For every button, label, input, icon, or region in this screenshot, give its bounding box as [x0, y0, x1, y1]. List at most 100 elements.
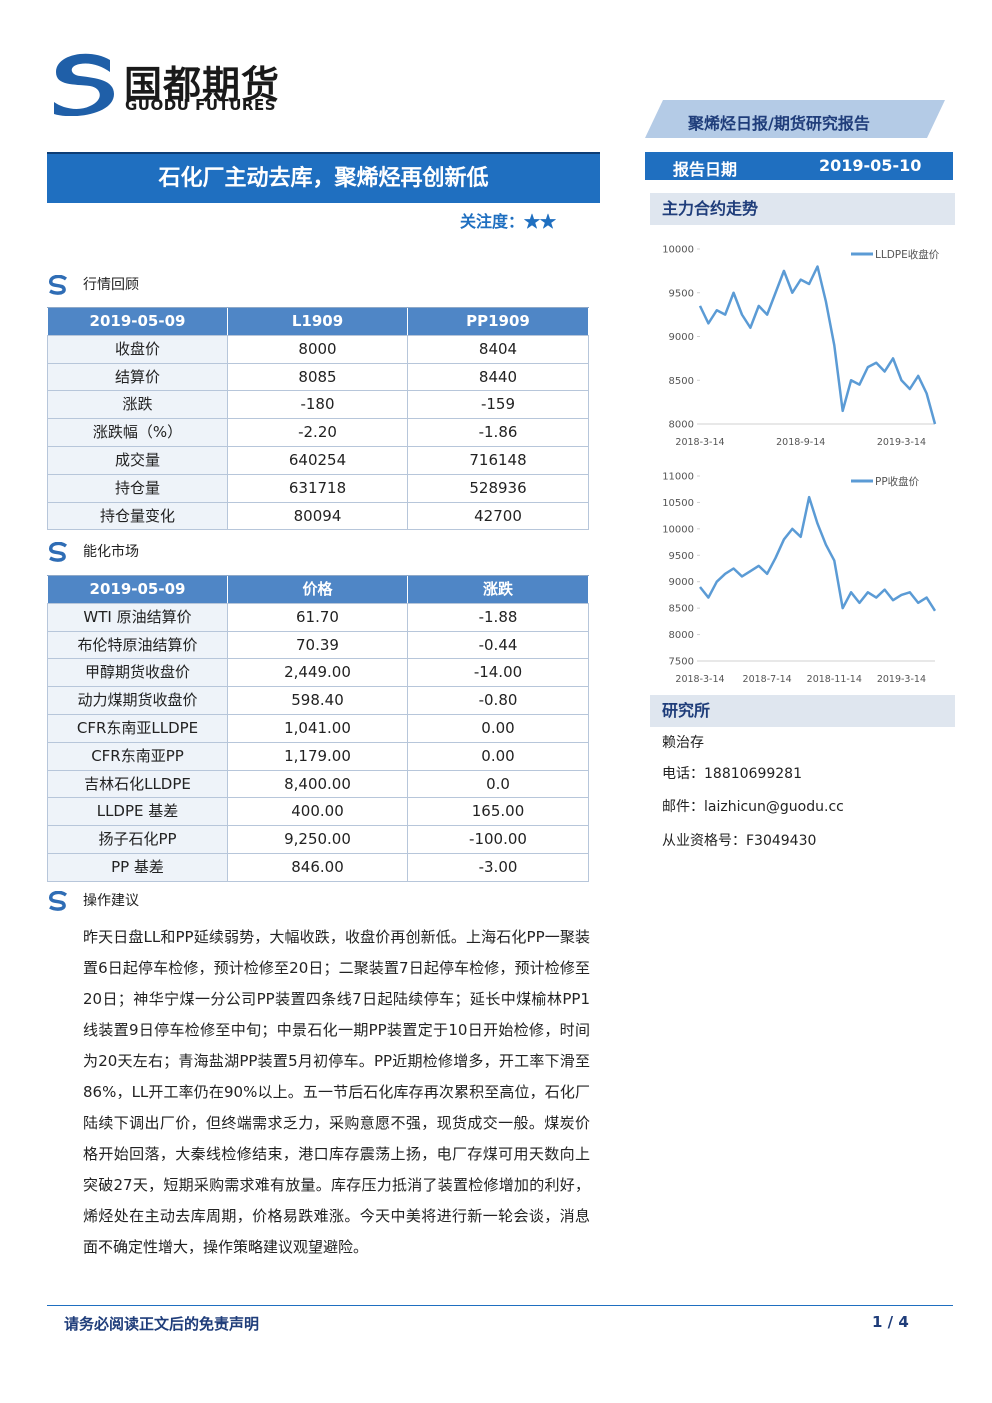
- email: 邮件：laizhicun@guodu.cc: [662, 799, 844, 815]
- table-row: PP 基差 846.00 -3.00: [47, 853, 589, 882]
- footer-rule: [47, 1305, 953, 1306]
- section-title: 能化市场: [83, 544, 139, 560]
- page-number: 1 / 4: [872, 1313, 909, 1331]
- price-line: [699, 495, 937, 612]
- y-tick-label: 9000: [669, 577, 694, 588]
- table-row: 涨跌 -180 -159: [47, 391, 589, 420]
- y-tick-label: 7500: [669, 657, 694, 668]
- table-row: LLDPE 基差 400.00 165.00: [47, 798, 589, 827]
- table-row: 布伦特原油结算价 70.39 -0.44: [47, 631, 589, 660]
- header-cell: 涨跌: [408, 576, 589, 603]
- table-cell: 甲醇期货收盘价: [47, 659, 228, 687]
- table-cell: 动力煤期货收盘价: [47, 687, 228, 714]
- market-table: 2019-05-09 L1909 PP1909 收盘价 8000 8404 结算价 8085 8…: [47, 307, 589, 531]
- header-cell: 2019-05-09: [47, 576, 228, 603]
- table-row: CFR东南亚PP 1,179.00 0.00: [47, 742, 589, 771]
- y-tick-label: 8500: [669, 604, 694, 615]
- table-header: 2019-05-09 价格 涨跌: [47, 576, 589, 604]
- table-cell: 0.00: [408, 742, 589, 770]
- table-cell: -159: [408, 391, 589, 419]
- table-cell: 扬子石化PP: [47, 826, 228, 853]
- y-tick-label: 8000: [669, 630, 694, 641]
- section-icon: [49, 274, 68, 295]
- section-heading: 操作建议: [47, 890, 139, 911]
- table-row: 持仓量变化 80094 42700: [47, 502, 589, 531]
- table-cell: -3.00: [408, 853, 589, 881]
- table-cell: 1,041.00: [228, 714, 408, 742]
- header-cell: L1909: [228, 308, 408, 335]
- table-row: 吉林石化LLDPE 8,400.00 0.0: [47, 770, 589, 799]
- table-cell: 8,400.00: [228, 770, 408, 798]
- table-cell: 61.70: [228, 603, 408, 631]
- logo-text: 国都期货: [124, 62, 281, 107]
- table-cell: 吉林石化LLDPE: [47, 770, 228, 798]
- x-tick-label: 2018-7-14: [743, 674, 792, 685]
- table-cell: 42700: [408, 502, 589, 530]
- y-tick-label: 9000: [669, 332, 694, 343]
- y-tick-label: 8000: [669, 420, 694, 431]
- table-row: 成交量 640254 716148: [47, 446, 589, 475]
- table-row: 结算价 8085 8440: [47, 363, 589, 392]
- header-cell: PP1909: [408, 308, 589, 335]
- table-cell: 1,179.00: [228, 742, 408, 770]
- report-type-banner: [645, 100, 945, 138]
- table-cell: 70.39: [228, 631, 408, 659]
- institute-heading: 研究所: [650, 695, 955, 727]
- section-icon: [49, 890, 68, 911]
- table-cell: 80094: [228, 502, 408, 530]
- table-cell: 846.00: [228, 853, 408, 881]
- table-cell: 8000: [228, 335, 408, 363]
- table-cell: 165.00: [408, 798, 589, 826]
- report-type: 聚烯烃日报/期货研究报告: [688, 114, 870, 133]
- energy-table: 2019-05-09 价格 涨跌 WTI 原油结算价 61.70 -1.88 布伦特原油结算…: [47, 575, 589, 882]
- x-tick-label: 2018-3-14: [675, 674, 724, 685]
- table-cell: LLDPE 基差: [47, 798, 228, 826]
- logo-subtext: GUODU FUTURES: [125, 96, 277, 114]
- table-cell: 9,250.00: [228, 826, 408, 853]
- chart: 7500 8000 8500 9000 9500 10000 10500 11000 2018-…: [662, 472, 937, 685]
- section-heading: 行情回顾: [47, 274, 139, 295]
- table-row: 甲醇期货收盘价 2,449.00 -14.00: [47, 659, 589, 688]
- section-title: 行情回顾: [83, 277, 139, 293]
- x-tick-label: 2018-11-14: [807, 674, 862, 685]
- table-cell: -0.80: [408, 687, 589, 714]
- table-cell: -0.44: [408, 631, 589, 659]
- table-row: WTI 原油结算价 61.70 -1.88: [47, 603, 589, 632]
- header-cell: 价格: [228, 576, 408, 603]
- table-cell: 结算价: [47, 363, 228, 391]
- table-cell: 8440: [408, 363, 589, 391]
- report-date-bar: 报告日期 2019-05-10: [645, 152, 953, 180]
- legend-label: LLDPE收盘价: [875, 248, 940, 261]
- attention-stars: ★★: [524, 212, 557, 231]
- table-cell: 528936: [408, 474, 589, 502]
- table-cell: -180: [228, 391, 408, 419]
- chart: 8000 8500 9000 9500 10000 2018-3-14 2018-9-14 2…: [662, 245, 940, 449]
- analyst: 赖治存: [662, 735, 704, 751]
- table-cell: WTI 原油结算价: [47, 603, 228, 631]
- attention-label: 关注度：: [460, 212, 525, 231]
- table-cell: 2,449.00: [228, 659, 408, 687]
- disclaimer: 请务必阅读正文后的免责声明: [64, 1315, 260, 1333]
- table-row: 动力煤期货收盘价 598.40 -0.80: [47, 687, 589, 715]
- x-tick-label: 2018-9-14: [776, 437, 825, 448]
- legend-label: PP收盘价: [875, 475, 920, 488]
- table-cell: 成交量: [47, 446, 228, 474]
- report-date: 2019-05-10: [819, 156, 922, 175]
- table-cell: 631718: [228, 474, 408, 502]
- section-heading: 能化市场: [47, 541, 139, 562]
- y-tick-label: 9500: [669, 288, 694, 299]
- logo-mark: [54, 53, 114, 116]
- table-cell: -100.00: [408, 826, 589, 853]
- table-cell: 0.00: [408, 714, 589, 742]
- table-cell: 400.00: [228, 798, 408, 826]
- table-cell: 598.40: [228, 687, 408, 714]
- table-row: 涨跌幅（%） -2.20 -1.86: [47, 419, 589, 447]
- table-cell: -14.00: [408, 659, 589, 687]
- y-tick-label: 11000: [662, 472, 694, 483]
- table-cell: 716148: [408, 446, 589, 474]
- table-cell: 收盘价: [47, 335, 228, 363]
- advice-body: 昨天日盘LL和PP延续弱势，大幅收跌，收盘价再创新低。上海石化PP一聚装置6日起…: [83, 928, 590, 1256]
- price-line: [698, 265, 937, 425]
- table-cell: 640254: [228, 446, 408, 474]
